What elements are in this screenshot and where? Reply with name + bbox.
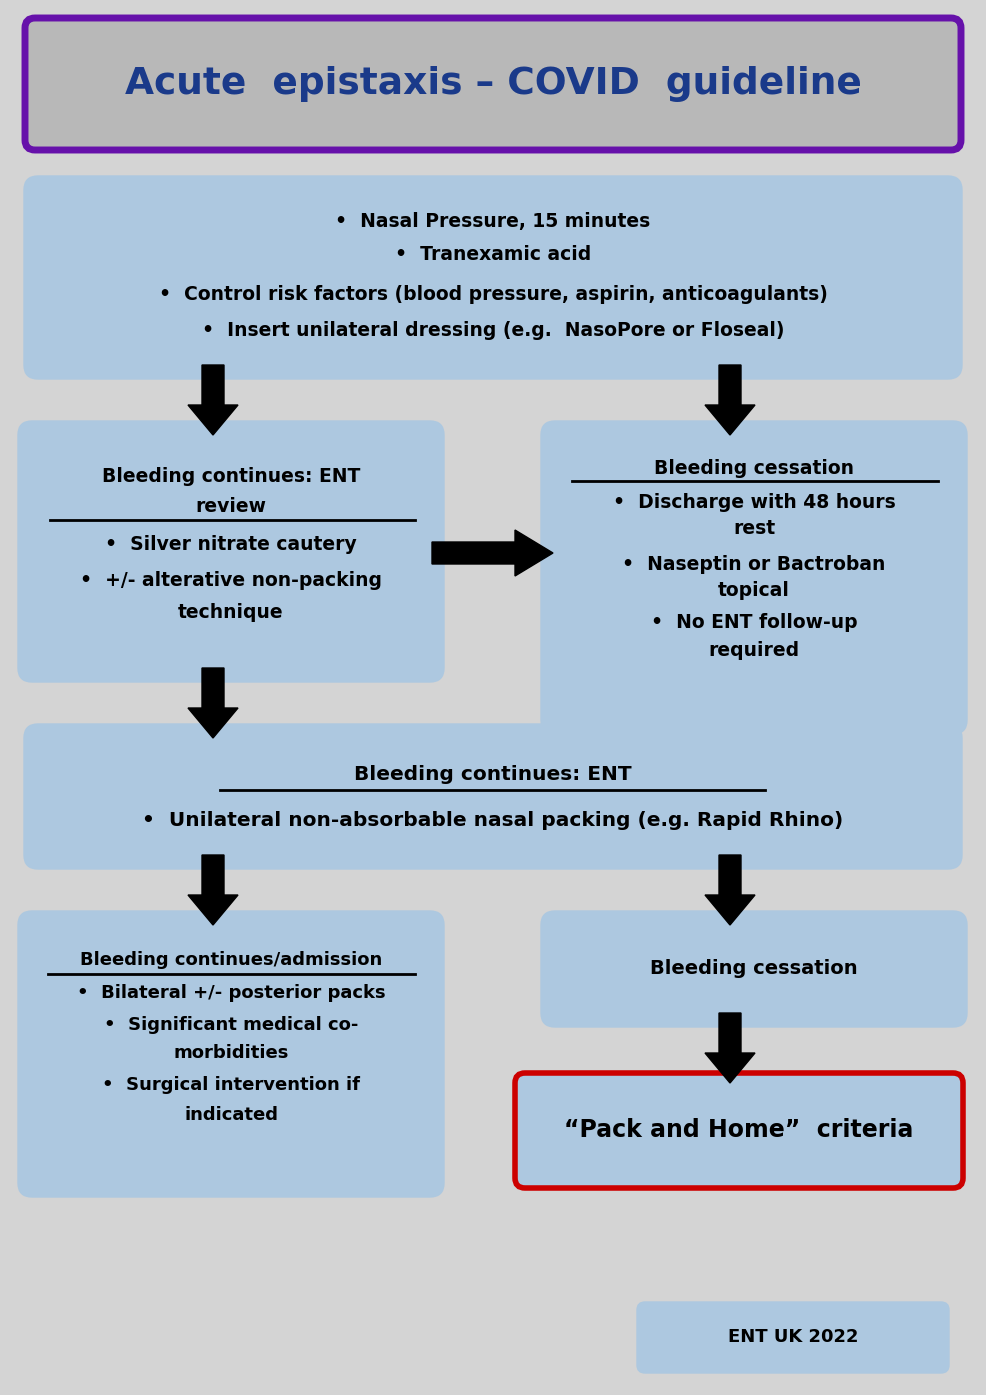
FancyBboxPatch shape [18,421,444,682]
FancyBboxPatch shape [24,724,962,869]
FancyBboxPatch shape [515,1073,963,1189]
Text: •  Significant medical co-: • Significant medical co- [104,1016,358,1034]
Polygon shape [705,1013,755,1083]
Text: •  No ENT follow-up: • No ENT follow-up [651,614,857,632]
Text: rest: rest [733,519,775,537]
FancyBboxPatch shape [18,911,444,1197]
Text: •  Silver nitrate cautery: • Silver nitrate cautery [106,536,357,554]
FancyBboxPatch shape [637,1302,949,1373]
Text: “Pack and Home”  criteria: “Pack and Home” criteria [564,1117,914,1143]
Text: technique: technique [178,604,284,622]
Text: Bleeding cessation: Bleeding cessation [650,960,858,978]
Text: •  Naseptin or Bactroban: • Naseptin or Bactroban [622,554,885,573]
FancyBboxPatch shape [24,176,962,379]
FancyBboxPatch shape [541,421,967,734]
Text: required: required [708,640,800,660]
Text: review: review [195,498,266,516]
Text: •  Discharge with 48 hours: • Discharge with 48 hours [612,494,895,512]
Text: •  Nasal Pressure, 15 minutes: • Nasal Pressure, 15 minutes [335,212,651,232]
Text: morbidities: morbidities [174,1043,289,1062]
Text: Acute  epistaxis – COVID  guideline: Acute epistaxis – COVID guideline [124,66,862,102]
Text: •  Tranexamic acid: • Tranexamic acid [394,244,592,264]
Text: •  +/- alterative non-packing: • +/- alterative non-packing [80,572,382,590]
Polygon shape [705,855,755,925]
FancyBboxPatch shape [25,18,961,151]
Polygon shape [188,668,238,738]
Text: •  Bilateral +/- posterior packs: • Bilateral +/- posterior packs [77,983,386,1002]
Text: indicated: indicated [184,1106,278,1124]
Text: Bleeding continues: ENT: Bleeding continues: ENT [102,466,360,485]
Text: •  Insert unilateral dressing (e.g.  NasoPore or Floseal): • Insert unilateral dressing (e.g. NasoP… [202,321,784,339]
Text: Bleeding continues/admission: Bleeding continues/admission [80,951,383,970]
Polygon shape [188,365,238,435]
Polygon shape [432,530,553,576]
Polygon shape [705,365,755,435]
FancyBboxPatch shape [541,911,967,1027]
Text: •  Surgical intervention if: • Surgical intervention if [102,1076,360,1094]
Text: Bleeding cessation: Bleeding cessation [654,459,854,477]
Text: Bleeding continues: ENT: Bleeding continues: ENT [354,766,632,784]
Text: •  Control risk factors (blood pressure, aspirin, anticoagulants): • Control risk factors (blood pressure, … [159,285,827,304]
Text: •  Unilateral non-absorbable nasal packing (e.g. Rapid Rhino): • Unilateral non-absorbable nasal packin… [142,810,844,830]
Text: topical: topical [718,580,790,600]
Polygon shape [188,855,238,925]
Text: ENT UK 2022: ENT UK 2022 [728,1328,858,1346]
